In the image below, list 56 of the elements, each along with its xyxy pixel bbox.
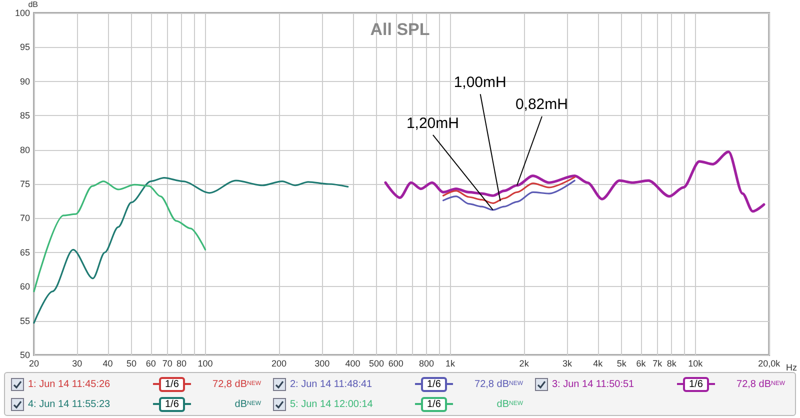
x-tick-label: 6k bbox=[636, 358, 646, 368]
x-tick-label: 5k bbox=[616, 358, 627, 368]
x-tick-label: 10k bbox=[688, 358, 704, 368]
y-tick-label: 85 bbox=[20, 110, 30, 121]
text: 1/6 bbox=[683, 376, 709, 392]
text: 3: Jun 14 11:50:51 bbox=[552, 378, 634, 390]
text: 1: Jun 14 11:45:26 bbox=[28, 378, 110, 390]
x-tick-label: 4k bbox=[593, 358, 604, 368]
x-tick-label: 100 bbox=[198, 358, 213, 368]
y-tick-label: 55 bbox=[20, 316, 30, 326]
x-tick-label: 2k bbox=[519, 358, 530, 368]
x-axis-title: Hz bbox=[786, 362, 798, 372]
text: 1/6 bbox=[159, 396, 185, 412]
text: dB$^{NEW}$ bbox=[234, 398, 261, 412]
x-tick-label: 400 bbox=[345, 358, 360, 368]
x-tick-label: 20,0k bbox=[758, 358, 781, 368]
x-tick-label: 80 bbox=[176, 358, 187, 368]
y-tick-label: 95 bbox=[20, 42, 30, 52]
x-tick-label: 1k bbox=[446, 358, 456, 368]
x-tick-label: 800 bbox=[419, 358, 434, 368]
x-tick-label: 600 bbox=[388, 358, 404, 368]
y-tick-label: 65 bbox=[20, 247, 30, 258]
text: 72,8 dB$^{NEW}$ bbox=[736, 378, 785, 392]
x-tick-label: 300 bbox=[314, 358, 330, 368]
text: 1/6 bbox=[159, 376, 185, 392]
x-tick-label: 50 bbox=[126, 358, 137, 368]
y-tick-label: 80 bbox=[20, 144, 30, 155]
y-tick-label: 70 bbox=[20, 213, 30, 224]
y-tick-label: 100 bbox=[14, 8, 30, 18]
x-tick-label: 7k bbox=[652, 358, 663, 368]
text: 4: Jun 14 11:55:23 bbox=[28, 398, 110, 410]
x-tick-label: 8k bbox=[666, 358, 677, 368]
x-tick-label: 70 bbox=[162, 358, 172, 368]
x-tick-label: 200 bbox=[272, 358, 287, 368]
x-tick-label: 3k bbox=[562, 358, 572, 368]
y-tick-label: 75 bbox=[20, 179, 30, 189]
x-tick-label: 20 bbox=[28, 358, 40, 368]
y-axis-title: dB bbox=[28, 0, 38, 10]
annotation: 1,00mH bbox=[454, 74, 506, 92]
text: dB$^{NEW}$ bbox=[496, 398, 523, 412]
y-tick-label: 50 bbox=[20, 350, 30, 360]
text: 1/6 bbox=[421, 396, 447, 412]
text: 2: Jun 14 11:48:41 bbox=[290, 378, 372, 390]
text: 5: Jun 14 12:00:14 bbox=[290, 398, 373, 410]
chart-title: All SPL bbox=[370, 20, 430, 39]
annotation: 1,20mH bbox=[406, 114, 459, 132]
x-tick-label: 30 bbox=[72, 358, 82, 368]
text: 72,8 dB$^{NEW}$ bbox=[474, 378, 523, 392]
x-tick-label: 40 bbox=[102, 358, 113, 368]
y-tick-label: 60 bbox=[20, 282, 30, 292]
y-tick-label: 90 bbox=[20, 76, 30, 86]
x-tick-label: 500 bbox=[369, 358, 384, 368]
annotation: 0,82mH bbox=[515, 96, 568, 114]
text: 1/6 bbox=[421, 376, 447, 392]
text: 72,8 dB$^{NEW}$ bbox=[212, 378, 261, 392]
x-tick-label: 60 bbox=[146, 358, 156, 368]
